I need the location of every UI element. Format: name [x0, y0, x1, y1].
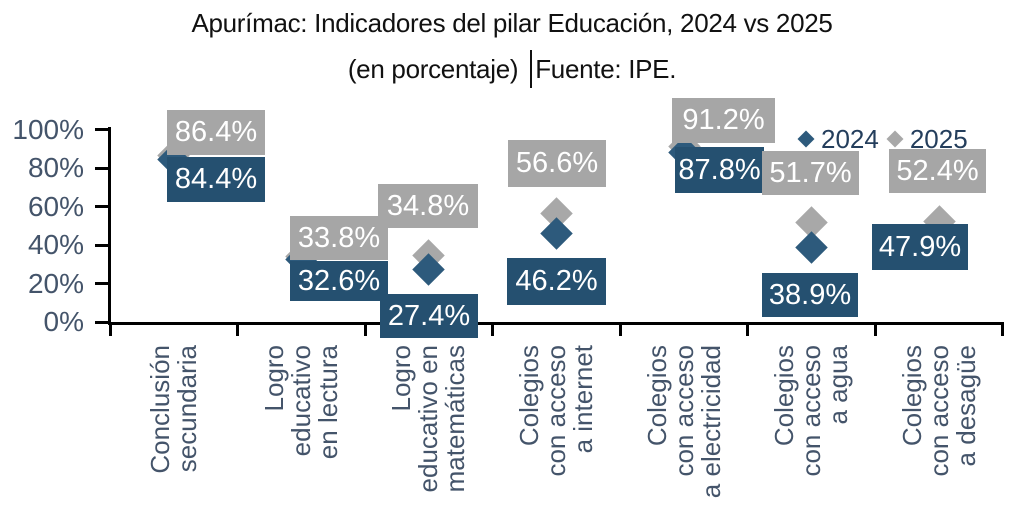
x-axis-line: [108, 322, 1004, 325]
data-label-2024-7: 47.9%: [872, 224, 968, 270]
category-label-6: Colegios con acceso a agua: [769, 345, 854, 477]
category-label-5: Colegios con acceso a electricidad: [641, 345, 726, 499]
data-label-2025-1: 86.4%: [167, 110, 265, 155]
category-label-7: Colegios con acceso a desagüe: [896, 345, 981, 477]
category-label-3: Logro educativo en matemáticas: [386, 345, 471, 493]
text-cursor: [530, 50, 533, 88]
y-tick-label: 80%: [27, 152, 84, 183]
legend-label-2025: 2025: [909, 124, 968, 154]
x-axis-tick: [363, 322, 367, 336]
data-label-2024-5: 87.8%: [675, 147, 764, 193]
category-label-4: Colegios con acceso a internet: [513, 345, 598, 477]
chart-subtitle-units: (en porcentaje): [347, 53, 519, 84]
y-tick-label: 20%: [27, 267, 84, 299]
y-axis-tick: [95, 320, 110, 324]
data-label-2025-7: 52.4%: [889, 149, 986, 193]
x-axis-tick: [1001, 322, 1005, 336]
category-label-2: Logro educativo en lectura: [258, 345, 343, 460]
data-label-2024-1: 84.4%: [167, 157, 265, 202]
data-label-2025-5: 91.2%: [672, 98, 775, 143]
y-axis-tick: [95, 243, 110, 247]
y-tick-label: 100%: [12, 113, 84, 145]
diamond-icon: [886, 130, 904, 148]
y-tick-label: 40%: [27, 229, 84, 260]
y-axis-tick: [95, 282, 110, 285]
y-axis-tick: [95, 205, 110, 208]
x-axis-tick: [108, 322, 112, 336]
x-axis-tick: [746, 322, 750, 336]
marker-2024-4: [540, 216, 573, 250]
data-label-2024-3: 27.4%: [380, 294, 478, 338]
data-label-2025-2: 33.8%: [290, 216, 388, 260]
chart-subtitle: (en porcentaje) Fuente: IPE.: [0, 50, 1024, 88]
data-label-2025-3: 34.8%: [378, 184, 478, 228]
x-axis-tick: [236, 322, 240, 336]
legend-label-2024: 2024: [821, 124, 879, 154]
legend-item-2024: 2024: [797, 124, 879, 154]
y-tick-label: 60%: [27, 190, 84, 222]
data-label-2025-6: 51.7%: [762, 151, 859, 195]
x-axis-tick: [873, 322, 877, 336]
chart-source: Fuente: IPE.: [535, 53, 677, 84]
data-label-2024-2: 32.6%: [290, 261, 388, 301]
y-axis-tick: [95, 166, 110, 170]
legend-item-2025: 2025: [886, 124, 968, 154]
y-tick-label: 0%: [43, 306, 84, 337]
marker-2024-6: [795, 230, 828, 264]
x-axis-tick: [618, 322, 622, 336]
y-axis-line: [108, 126, 111, 325]
data-label-2025-4: 56.6%: [508, 140, 606, 187]
category-label-1: Conclusión secundaria: [144, 345, 202, 474]
x-axis-tick: [491, 322, 495, 336]
data-label-2024-6: 38.9%: [762, 273, 858, 317]
y-axis-tick: [95, 128, 110, 131]
data-label-2024-4: 46.2%: [507, 258, 606, 305]
diamond-icon: [797, 130, 815, 148]
chart-title: Apurímac: Indicadores del pilar Educació…: [191, 8, 833, 38]
chart-legend: 2024 2025: [797, 124, 1010, 154]
